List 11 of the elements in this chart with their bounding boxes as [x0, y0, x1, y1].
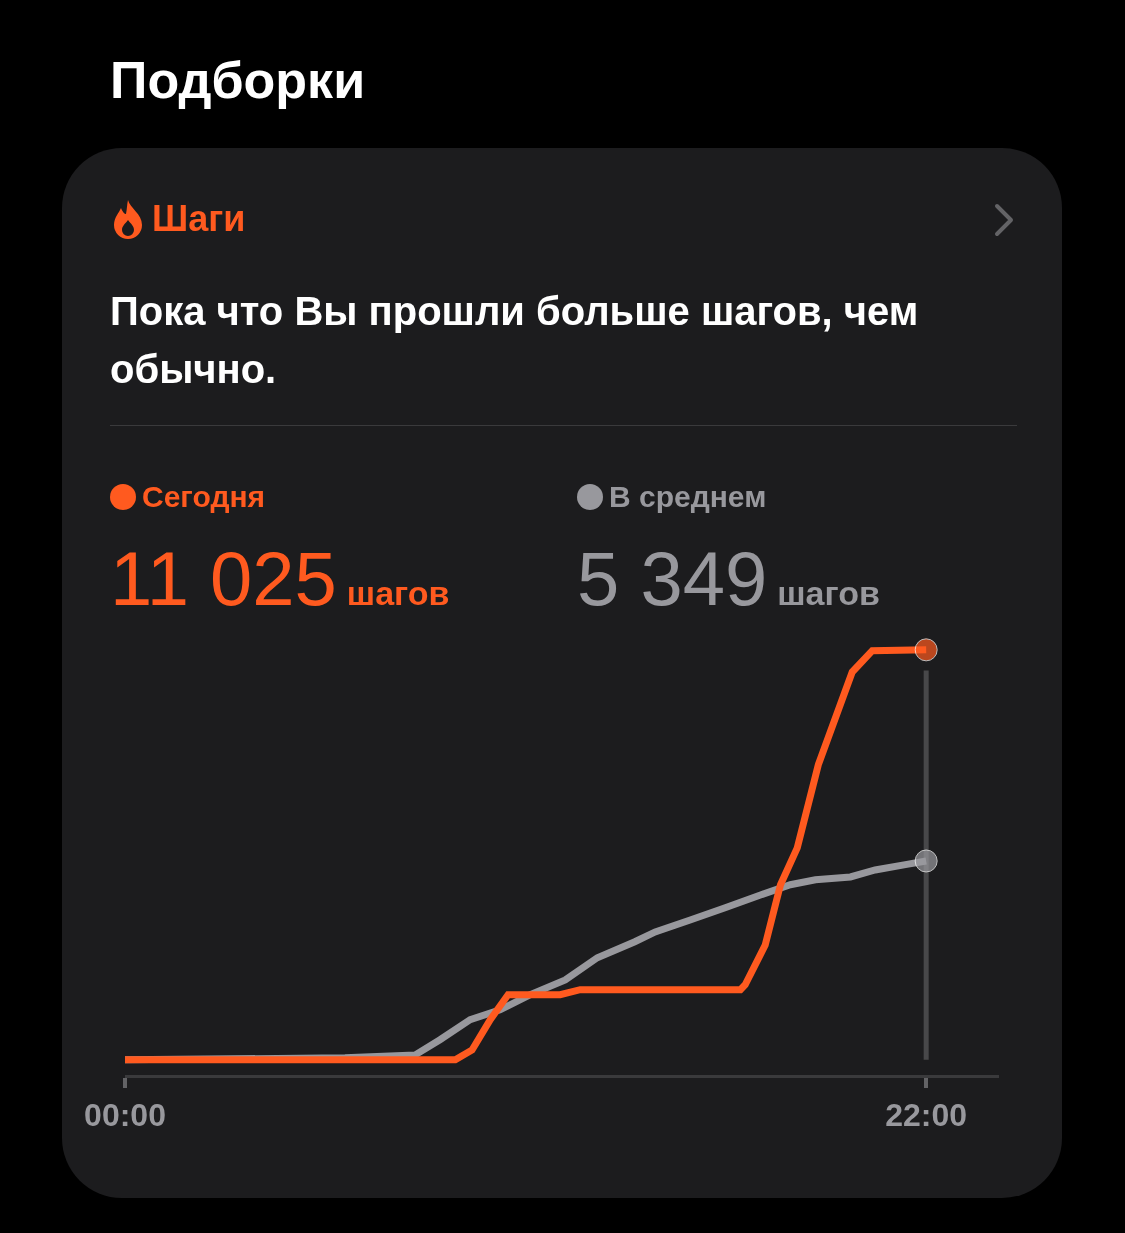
- legend-label: Сегодня: [142, 480, 266, 514]
- x-tick-label: 00:00: [84, 1097, 166, 1134]
- text: 5 349: [577, 535, 768, 622]
- text: шагов: [346, 574, 450, 613]
- chart-subtitle: Пока что Вы прошли больше шагов, чем обычно.: [110, 288, 920, 393]
- legend-label: В среднем: [609, 480, 767, 514]
- text: 11 025: [110, 535, 337, 622]
- text: шагов: [777, 574, 880, 613]
- chart-title: Шаги: [152, 198, 246, 240]
- text: Подборки: [110, 50, 366, 110]
- x-tick-label: 22:00: [885, 1097, 968, 1134]
